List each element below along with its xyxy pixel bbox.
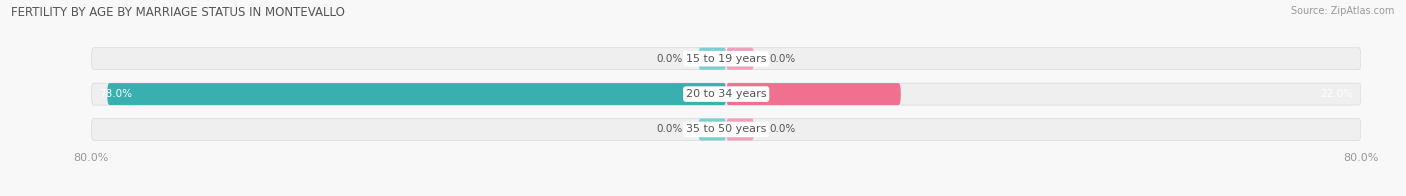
FancyBboxPatch shape [725, 48, 754, 70]
Text: 22.0%: 22.0% [1320, 89, 1353, 99]
FancyBboxPatch shape [725, 119, 754, 141]
Text: 0.0%: 0.0% [770, 54, 796, 64]
Text: 0.0%: 0.0% [770, 124, 796, 134]
FancyBboxPatch shape [725, 83, 901, 105]
FancyBboxPatch shape [91, 83, 1361, 105]
FancyBboxPatch shape [107, 83, 725, 105]
Text: 78.0%: 78.0% [100, 89, 132, 99]
Text: 20 to 34 years: 20 to 34 years [686, 89, 766, 99]
FancyBboxPatch shape [91, 119, 1361, 141]
Text: 35 to 50 years: 35 to 50 years [686, 124, 766, 134]
Text: 0.0%: 0.0% [657, 124, 682, 134]
Text: Source: ZipAtlas.com: Source: ZipAtlas.com [1291, 6, 1395, 16]
Text: 0.0%: 0.0% [657, 54, 682, 64]
FancyBboxPatch shape [91, 48, 1361, 70]
Text: 15 to 19 years: 15 to 19 years [686, 54, 766, 64]
FancyBboxPatch shape [699, 48, 725, 70]
FancyBboxPatch shape [699, 119, 725, 141]
Text: FERTILITY BY AGE BY MARRIAGE STATUS IN MONTEVALLO: FERTILITY BY AGE BY MARRIAGE STATUS IN M… [11, 6, 344, 19]
